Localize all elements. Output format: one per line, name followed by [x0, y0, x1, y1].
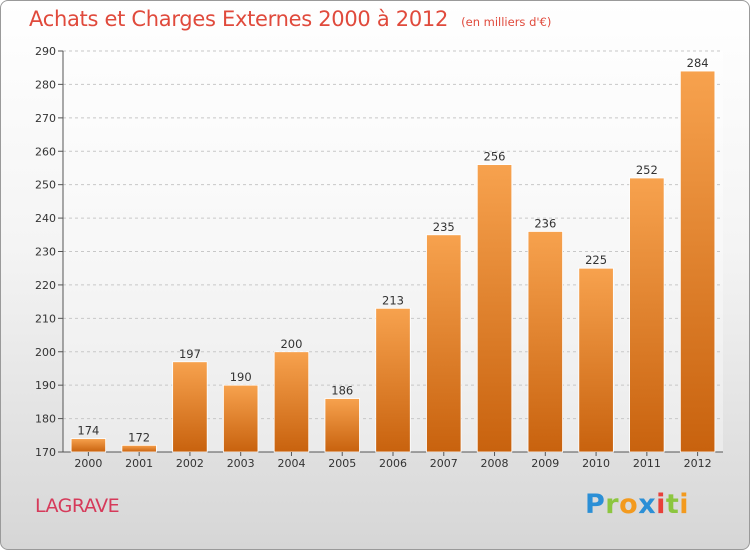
y-tick-label: 200 — [35, 346, 56, 359]
bar — [426, 234, 462, 453]
chart-title: Achats et Charges Externes 2000 à 2012 — [29, 7, 449, 31]
bar — [527, 231, 563, 453]
bar — [629, 177, 665, 453]
data-label: 200 — [280, 337, 302, 351]
data-label: 172 — [128, 430, 150, 444]
x-tick-label: 2007 — [430, 457, 458, 470]
bar — [679, 70, 716, 453]
proxiti-logo: Proxiti — [585, 489, 689, 520]
x-tick-label: 2005 — [328, 457, 356, 470]
logo-letter: x — [638, 489, 657, 520]
logo-letter: i — [679, 489, 690, 520]
data-label: 197 — [179, 347, 201, 361]
y-tick-label: 220 — [35, 279, 56, 292]
x-tick-label: 2008 — [481, 457, 509, 470]
y-tick-label: 260 — [35, 145, 56, 158]
x-tick-label: 2009 — [531, 457, 559, 470]
logo-letter: P — [585, 489, 606, 520]
data-label: 236 — [534, 216, 556, 230]
y-tick-label: 180 — [35, 413, 56, 426]
data-label: 256 — [484, 150, 506, 164]
x-tick-label: 2006 — [379, 457, 407, 470]
x-tick-label: 2001 — [125, 457, 153, 470]
logo-letter: o — [619, 489, 639, 520]
data-label: 213 — [382, 293, 404, 307]
bar — [476, 164, 513, 453]
x-tick-label: 2012 — [684, 457, 712, 470]
data-label: 190 — [230, 370, 252, 384]
bar — [273, 351, 310, 453]
logo-letter: r — [605, 489, 620, 520]
logo-letter: t — [665, 489, 680, 520]
bar — [223, 384, 259, 453]
data-label: 225 — [585, 253, 607, 267]
chart-unit: (en milliers d'€) — [461, 15, 552, 29]
y-tick-label: 230 — [35, 246, 56, 259]
x-tick-label: 2000 — [74, 457, 102, 470]
data-label: 186 — [331, 384, 353, 398]
data-label: 235 — [433, 220, 455, 234]
y-tick-label: 210 — [35, 312, 56, 325]
y-tick-label: 250 — [35, 179, 56, 192]
bar — [578, 267, 614, 453]
x-tick-label: 2004 — [277, 457, 305, 470]
data-label: 174 — [77, 424, 99, 438]
logo-letter: i — [656, 489, 666, 520]
x-tick-label: 2010 — [582, 457, 610, 470]
x-tick-label: 2003 — [227, 457, 255, 470]
data-label: 284 — [687, 56, 709, 70]
bar — [172, 361, 208, 453]
title-block: Achats et Charges Externes 2000 à 2012 (… — [29, 7, 551, 31]
y-tick-label: 190 — [35, 379, 56, 392]
bar — [121, 444, 157, 453]
commune-name: LAGRAVE — [35, 495, 120, 517]
bar — [70, 438, 107, 453]
y-tick-label: 280 — [35, 78, 56, 91]
bar — [375, 307, 411, 453]
bar — [324, 398, 360, 453]
x-tick-label: 2002 — [176, 457, 204, 470]
y-tick-label: 270 — [35, 112, 56, 125]
y-tick-label: 240 — [35, 212, 56, 225]
x-tick-label: 2011 — [633, 457, 661, 470]
y-tick-label: 170 — [35, 446, 56, 459]
y-tick-label: 290 — [35, 45, 56, 58]
data-label: 252 — [636, 163, 658, 177]
